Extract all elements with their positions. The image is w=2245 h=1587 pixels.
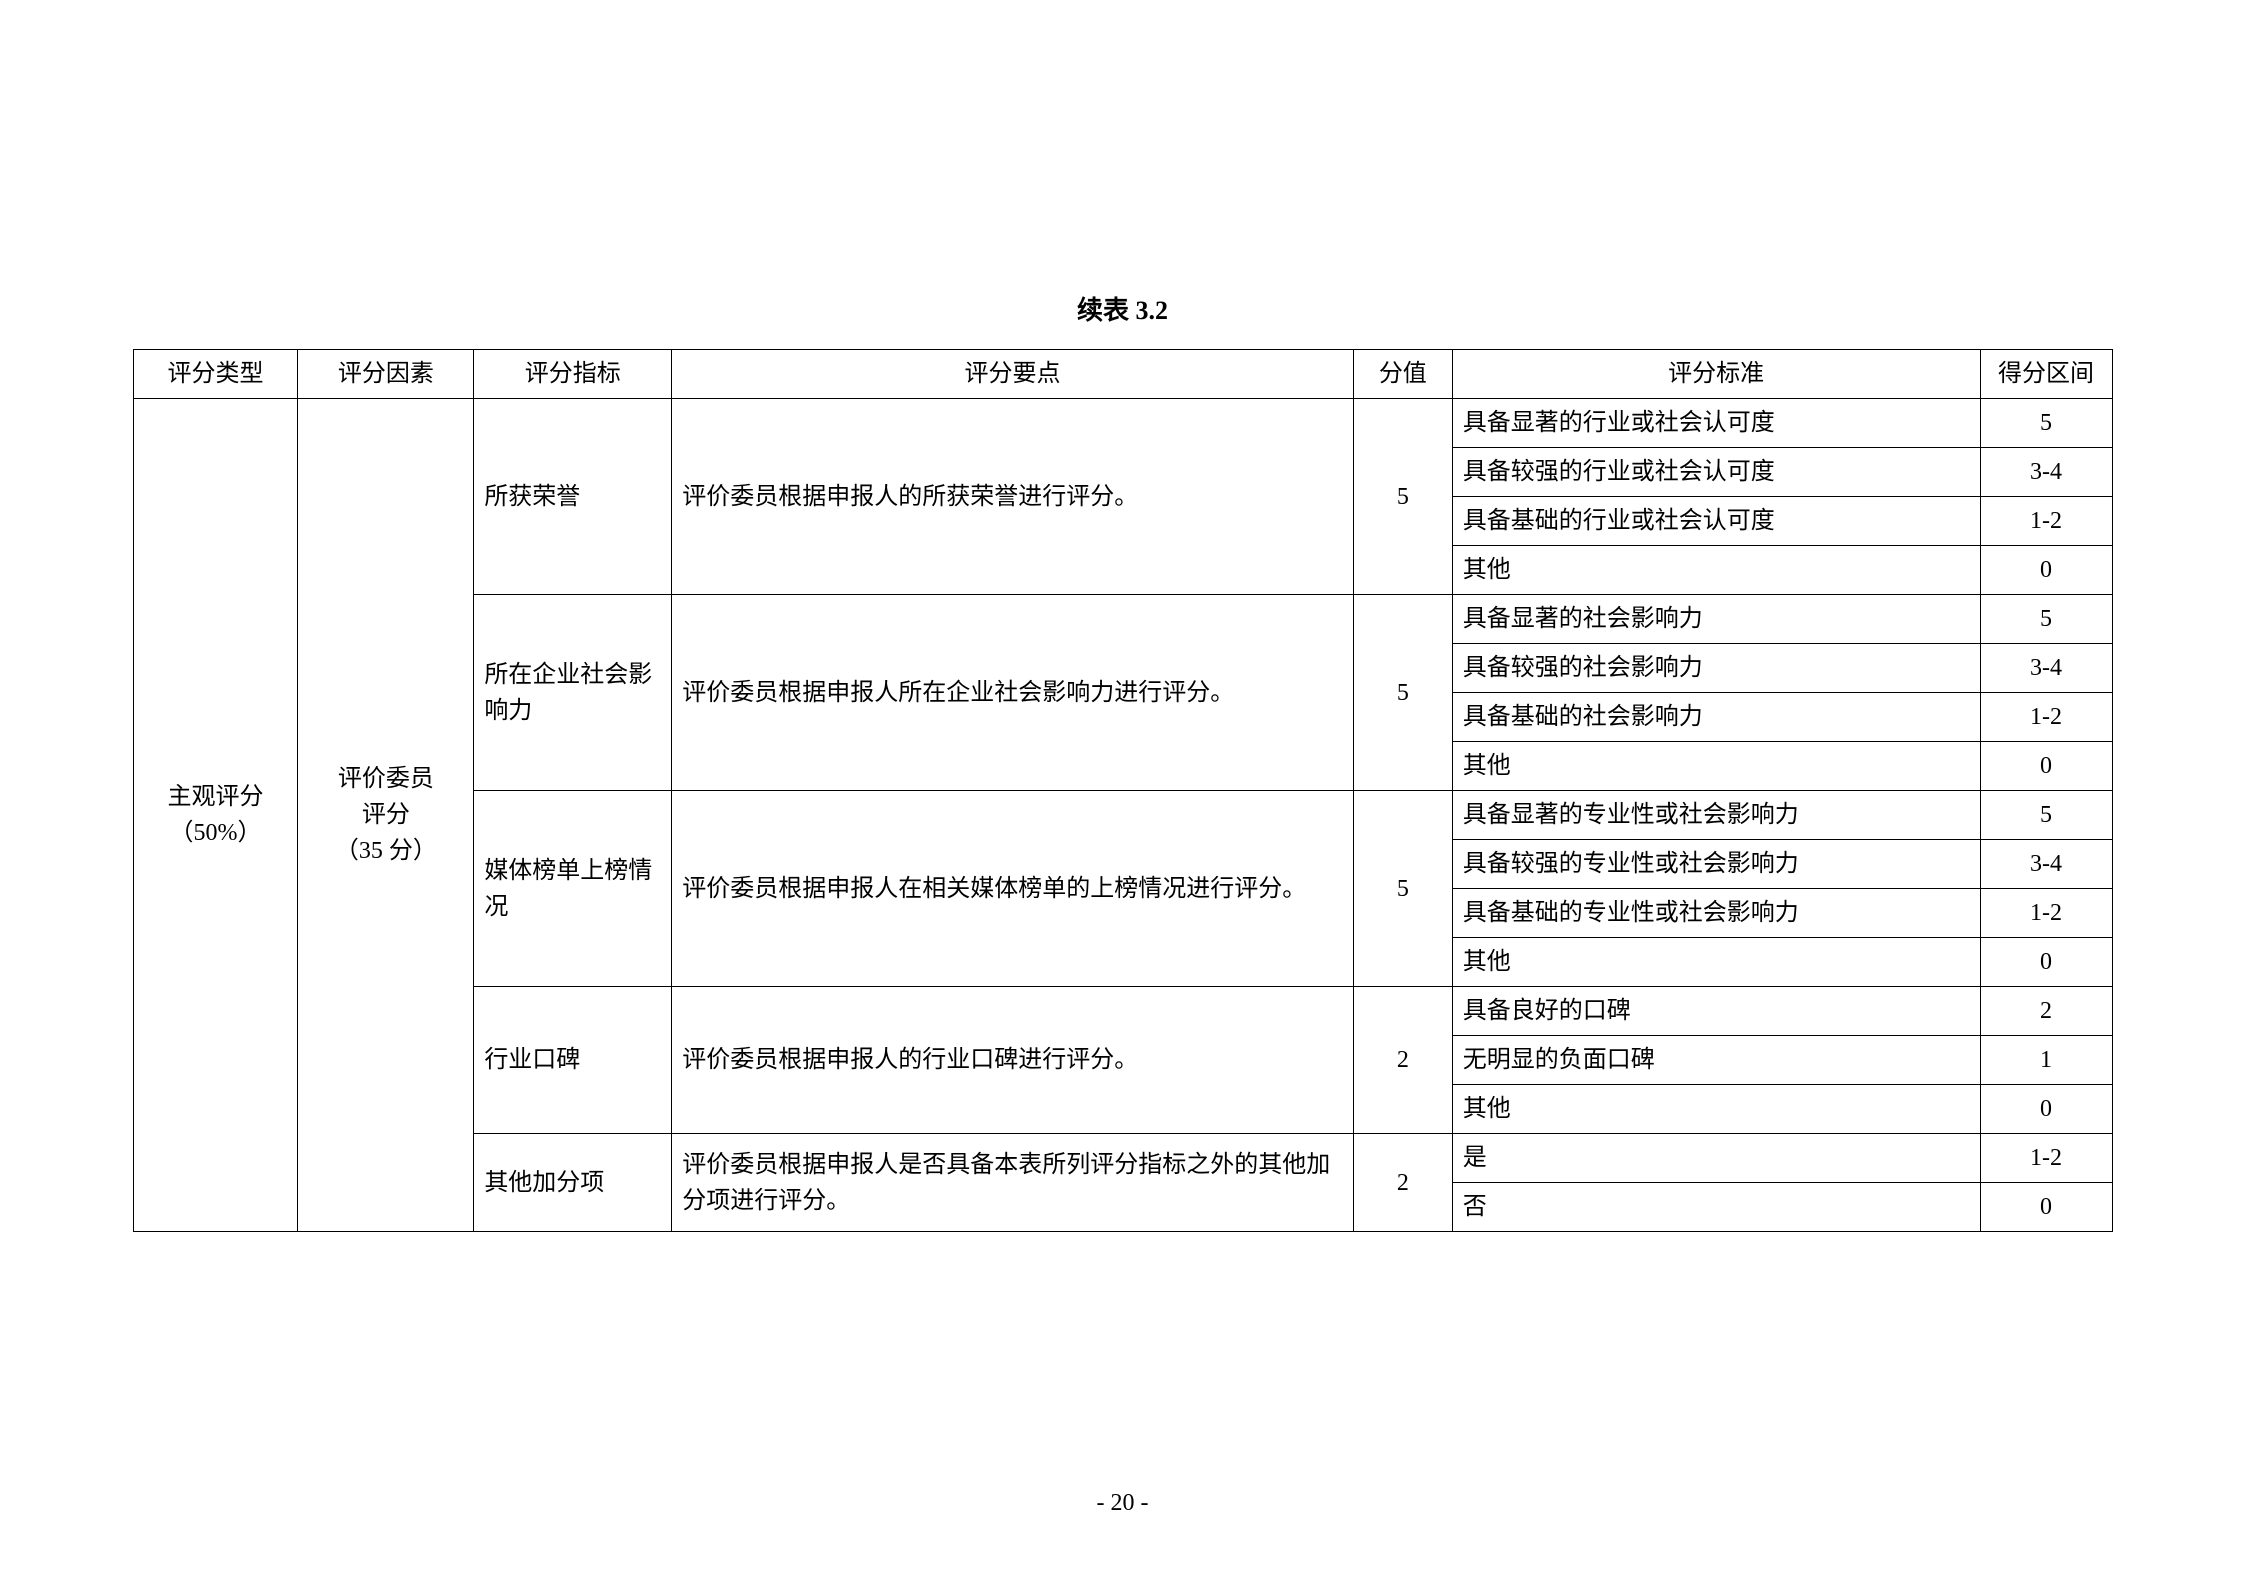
standard-cell: 具备显著的行业或社会认可度 bbox=[1452, 399, 1980, 448]
factor-line2: 评分 bbox=[362, 802, 410, 828]
type-line1: 主观评分 bbox=[167, 784, 263, 810]
point-cell: 评价委员根据申报人的行业口碑进行评分。 bbox=[672, 987, 1354, 1134]
header-row: 评分类型 评分因素 评分指标 评分要点 分值 评分标准 得分区间 bbox=[133, 350, 2112, 399]
value-cell: 2 bbox=[1353, 987, 1452, 1134]
range-cell: 0 bbox=[1980, 546, 2112, 595]
standard-cell: 其他 bbox=[1452, 546, 1980, 595]
table-body: 主观评分 （50%） 评价委员 评分 （35 分） 所获荣誉 评价委员根据申报人… bbox=[133, 399, 2112, 1232]
range-cell: 0 bbox=[1980, 1085, 2112, 1134]
point-cell: 评价委员根据申报人所在企业社会影响力进行评分。 bbox=[672, 595, 1354, 791]
type-cell: 主观评分 （50%） bbox=[133, 399, 298, 1232]
header-value: 分值 bbox=[1353, 350, 1452, 399]
standard-cell: 具备较强的行业或社会认可度 bbox=[1452, 448, 1980, 497]
standard-cell: 无明显的负面口碑 bbox=[1452, 1036, 1980, 1085]
value-cell: 5 bbox=[1353, 399, 1452, 595]
standard-cell: 具备良好的口碑 bbox=[1452, 987, 1980, 1036]
standard-cell: 其他 bbox=[1452, 742, 1980, 791]
table-container: 评分类型 评分因素 评分指标 评分要点 分值 评分标准 得分区间 主观评分 （5… bbox=[133, 349, 2113, 1232]
range-cell: 0 bbox=[1980, 938, 2112, 987]
range-cell: 1-2 bbox=[1980, 1134, 2112, 1183]
range-cell: 0 bbox=[1980, 742, 2112, 791]
standard-cell: 具备较强的社会影响力 bbox=[1452, 644, 1980, 693]
value-cell: 5 bbox=[1353, 595, 1452, 791]
factor-line1: 评价委员 bbox=[338, 766, 434, 792]
index-cell: 媒体榜单上榜情况 bbox=[474, 791, 672, 987]
document-page: 续表 3.2 评分类型 评分因素 评分指标 评分要点 分值 评分标准 bbox=[0, 0, 2245, 1587]
table-row: 主观评分 （50%） 评价委员 评分 （35 分） 所获荣誉 评价委员根据申报人… bbox=[133, 399, 2112, 448]
range-cell: 3-4 bbox=[1980, 644, 2112, 693]
range-cell: 3-4 bbox=[1980, 840, 2112, 889]
range-cell: 1-2 bbox=[1980, 889, 2112, 938]
table-title: 续表 3.2 bbox=[0, 290, 2245, 327]
factor-cell: 评价委员 评分 （35 分） bbox=[298, 399, 474, 1232]
header-type: 评分类型 bbox=[133, 350, 298, 399]
scoring-table: 评分类型 评分因素 评分指标 评分要点 分值 评分标准 得分区间 主观评分 （5… bbox=[133, 349, 2113, 1232]
standard-cell: 具备显著的社会影响力 bbox=[1452, 595, 1980, 644]
index-cell: 其他加分项 bbox=[474, 1134, 672, 1232]
point-cell: 评价委员根据申报人的所获荣誉进行评分。 bbox=[672, 399, 1354, 595]
header-standard: 评分标准 bbox=[1452, 350, 1980, 399]
range-cell: 2 bbox=[1980, 987, 2112, 1036]
type-line2: （50%） bbox=[169, 820, 261, 846]
range-cell: 5 bbox=[1980, 595, 2112, 644]
standard-cell: 否 bbox=[1452, 1183, 1980, 1232]
standard-cell: 具备基础的行业或社会认可度 bbox=[1452, 497, 1980, 546]
point-cell: 评价委员根据申报人在相关媒体榜单的上榜情况进行评分。 bbox=[672, 791, 1354, 987]
range-cell: 5 bbox=[1980, 399, 2112, 448]
range-cell: 1-2 bbox=[1980, 497, 2112, 546]
value-cell: 2 bbox=[1353, 1134, 1452, 1232]
index-cell: 所获荣誉 bbox=[474, 399, 672, 595]
range-cell: 1 bbox=[1980, 1036, 2112, 1085]
header-factor: 评分因素 bbox=[298, 350, 474, 399]
header-index: 评分指标 bbox=[474, 350, 672, 399]
range-cell: 3-4 bbox=[1980, 448, 2112, 497]
range-cell: 0 bbox=[1980, 1183, 2112, 1232]
factor-line3: （35 分） bbox=[335, 838, 437, 864]
index-cell: 所在企业社会影响力 bbox=[474, 595, 672, 791]
range-cell: 5 bbox=[1980, 791, 2112, 840]
header-range: 得分区间 bbox=[1980, 350, 2112, 399]
page-number: - 20 - bbox=[0, 1490, 2245, 1517]
standard-cell: 其他 bbox=[1452, 1085, 1980, 1134]
standard-cell: 是 bbox=[1452, 1134, 1980, 1183]
standard-cell: 具备显著的专业性或社会影响力 bbox=[1452, 791, 1980, 840]
standard-cell: 其他 bbox=[1452, 938, 1980, 987]
point-cell: 评价委员根据申报人是否具备本表所列评分指标之外的其他加分项进行评分。 bbox=[672, 1134, 1354, 1232]
range-cell: 1-2 bbox=[1980, 693, 2112, 742]
index-cell: 行业口碑 bbox=[474, 987, 672, 1134]
standard-cell: 具备较强的专业性或社会影响力 bbox=[1452, 840, 1980, 889]
header-point: 评分要点 bbox=[672, 350, 1354, 399]
value-cell: 5 bbox=[1353, 791, 1452, 987]
standard-cell: 具备基础的社会影响力 bbox=[1452, 693, 1980, 742]
standard-cell: 具备基础的专业性或社会影响力 bbox=[1452, 889, 1980, 938]
